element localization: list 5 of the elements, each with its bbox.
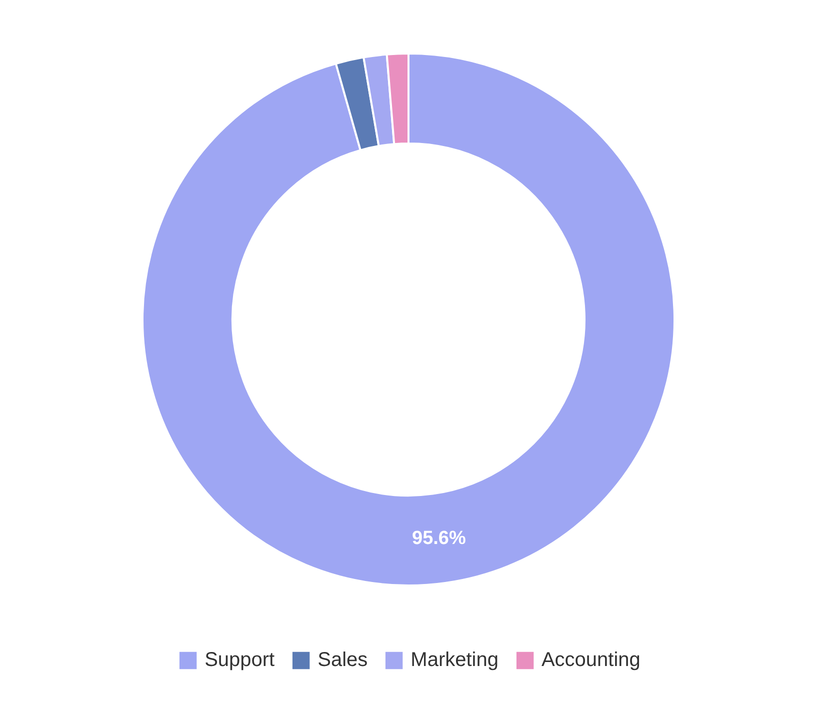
data-label: 95.6%	[412, 528, 466, 549]
legend-label: Support	[204, 648, 275, 672]
legend-label: Marketing	[410, 648, 498, 672]
legend-label: Accounting	[541, 648, 640, 672]
legend-label: Sales	[318, 648, 368, 672]
